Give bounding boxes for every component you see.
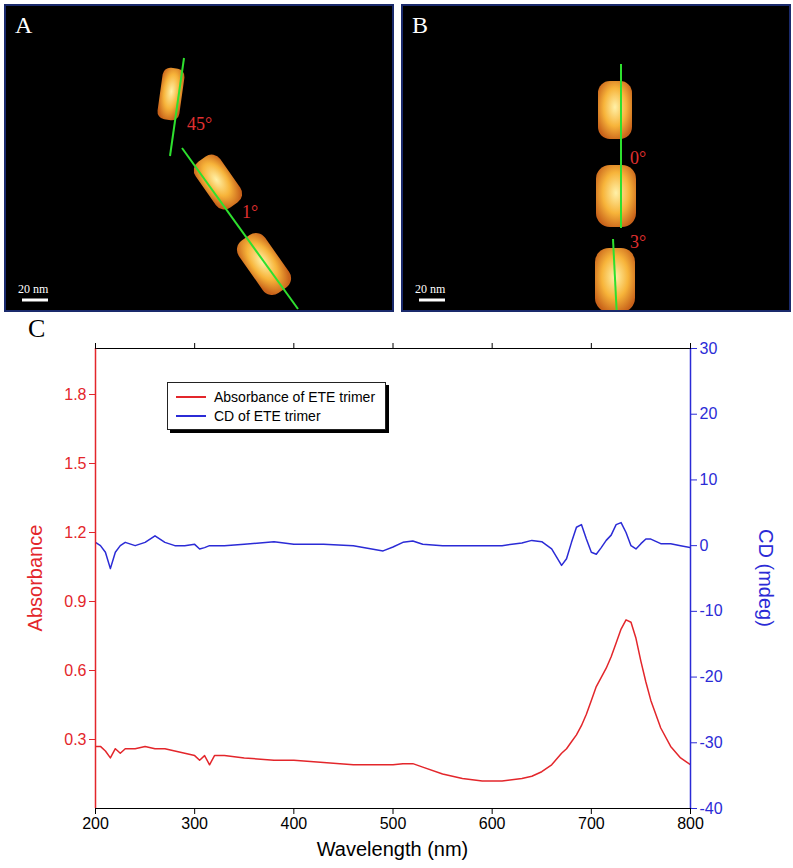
svg-text:0.3: 0.3 [64, 731, 86, 748]
svg-text:45°: 45° [187, 114, 212, 134]
svg-text:20 nm: 20 nm [18, 282, 49, 296]
html-text:CD (mdeg): CD (mdeg) [755, 529, 777, 627]
svg-text:800: 800 [677, 815, 704, 832]
svg-text:A: A [15, 12, 33, 38]
svg-text:20 nm: 20 nm [415, 282, 446, 296]
svg-text:400: 400 [280, 815, 307, 832]
svg-text:1.8: 1.8 [64, 386, 86, 403]
svg-text:300: 300 [181, 815, 208, 832]
svg-text:-40: -40 [700, 800, 723, 817]
svg-text:-30: -30 [700, 734, 723, 751]
svg-text:600: 600 [479, 815, 506, 832]
svg-text:1°: 1° [242, 202, 258, 222]
html-text:CD of ETE trimer: CD of ETE trimer [214, 407, 321, 424]
svg-text:200: 200 [82, 815, 109, 832]
svg-text:0.6: 0.6 [64, 662, 86, 679]
svg-text:-20: -20 [700, 668, 723, 685]
svg-text:0.9: 0.9 [64, 593, 86, 610]
html-text:Absorbance: Absorbance [24, 524, 46, 632]
svg-text:0: 0 [700, 537, 709, 554]
svg-text:1.2: 1.2 [64, 524, 86, 541]
svg-text:500: 500 [380, 815, 407, 832]
svg-text:30: 30 [700, 340, 718, 357]
svg-text:1.5: 1.5 [64, 455, 86, 472]
svg-text:-10: -10 [700, 602, 723, 619]
html-text:Absorbance of ETE trimer: Absorbance of ETE trimer [214, 388, 376, 405]
svg-text:20: 20 [700, 405, 718, 422]
svg-text:700: 700 [578, 815, 605, 832]
svg-text:0°: 0° [630, 148, 646, 168]
svg-text:3°: 3° [630, 232, 646, 252]
svg-text:B: B [412, 12, 428, 38]
html-text:Wavelength (nm): Wavelength (nm) [316, 838, 469, 860]
html-text:C: C [28, 314, 46, 343]
svg-text:10: 10 [700, 471, 718, 488]
